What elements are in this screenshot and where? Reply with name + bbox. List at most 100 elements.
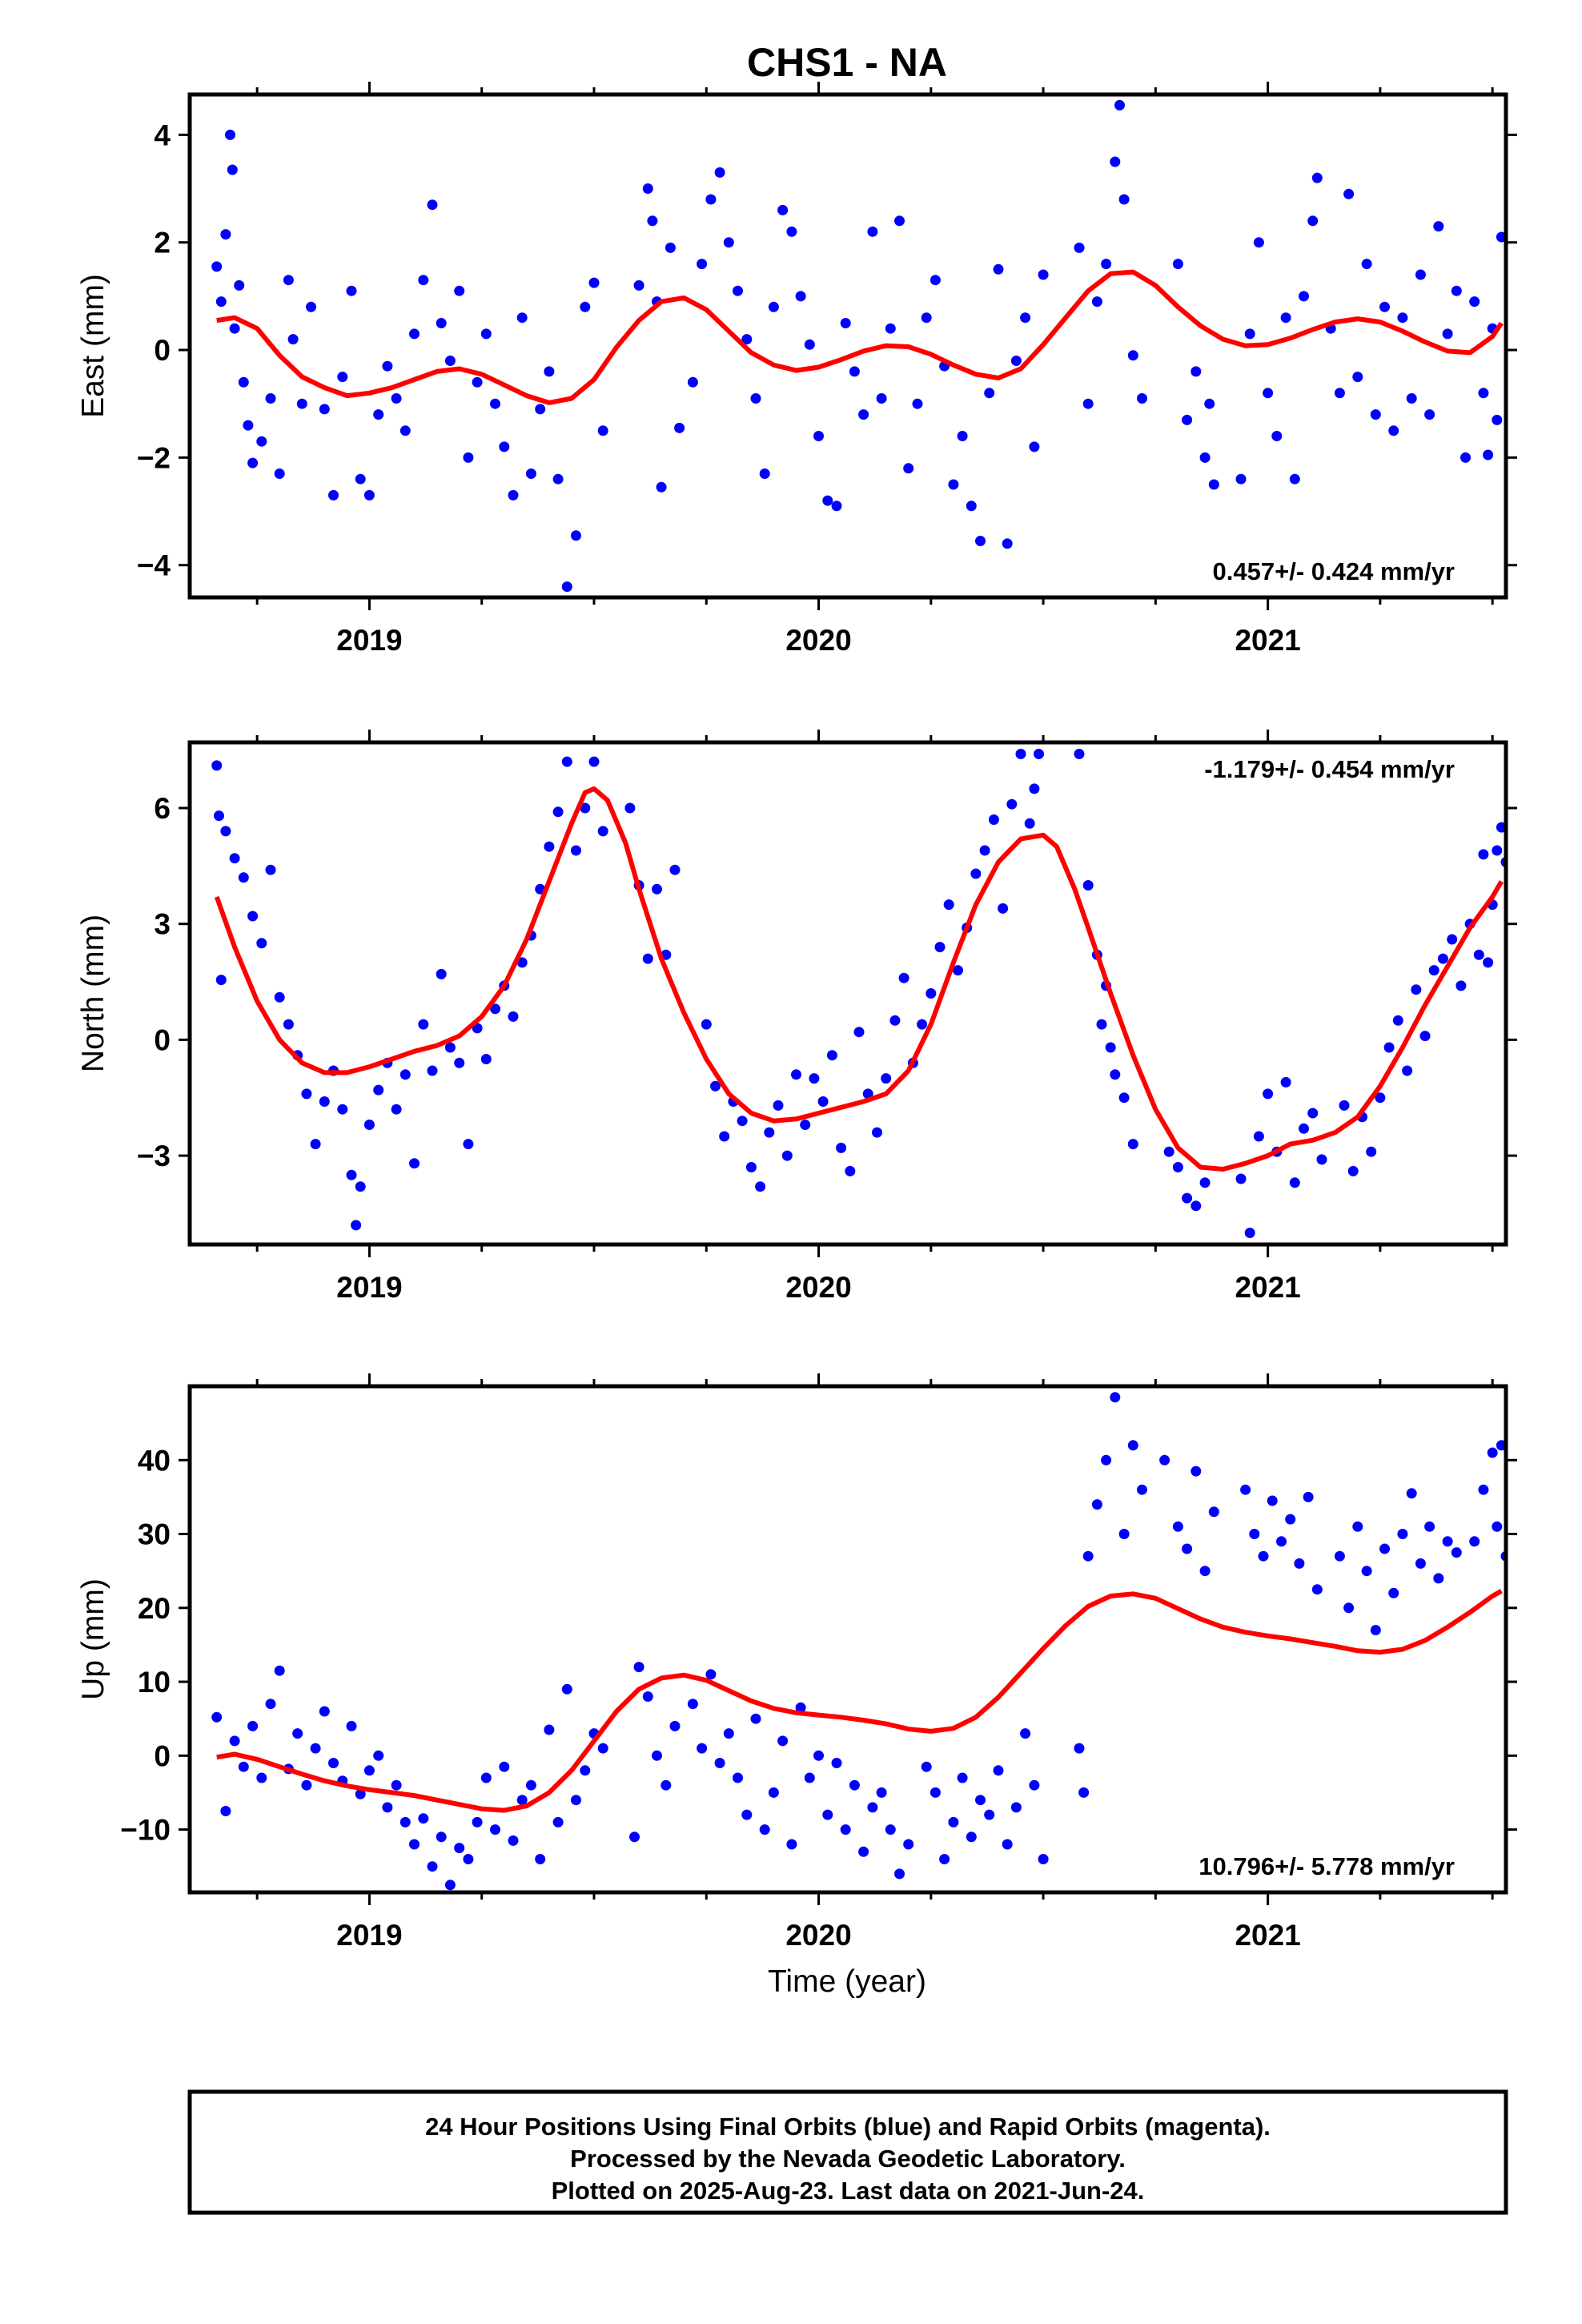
east-data-point xyxy=(1137,393,1147,404)
north-data-point xyxy=(516,957,528,968)
north-data-point xyxy=(862,1088,873,1100)
east-data-point xyxy=(993,263,1004,275)
up-data-point xyxy=(1038,1854,1049,1864)
up-data-point xyxy=(1029,1779,1040,1791)
east-panel: 2019 2020 2021 −4 −2 0 2 4 East (mm) 0.457+/- 0.4… xyxy=(76,82,1517,657)
east-data-point xyxy=(687,376,698,388)
north-data-point xyxy=(490,1003,500,1015)
north-data-point xyxy=(853,1027,865,1038)
north-data-point xyxy=(898,972,909,983)
east-data-point xyxy=(1406,393,1417,404)
north-data-point xyxy=(229,853,240,864)
up-data-point xyxy=(948,1816,959,1827)
east-data-point xyxy=(930,275,941,286)
up-data-point xyxy=(220,1806,231,1816)
up-data-point xyxy=(831,1758,842,1768)
east-ytick-label: −4 xyxy=(137,549,171,582)
up-data-point xyxy=(1101,1454,1112,1466)
north-panel: 2019 2020 2021 −3 0 3 6 North (mm) -1.179+/- 0.4… xyxy=(76,730,1517,1304)
north-data-point xyxy=(1478,849,1489,860)
north-data-point xyxy=(444,1042,456,1053)
east-data-point xyxy=(1483,449,1494,460)
east-xtick-label: 2019 xyxy=(336,624,402,657)
north-data-point xyxy=(1127,1139,1138,1150)
up-data-point xyxy=(436,1831,447,1843)
east-data-point xyxy=(588,277,600,288)
up-data-point xyxy=(319,1706,330,1717)
up-data-point xyxy=(1311,1584,1323,1595)
up-data-point xyxy=(1199,1566,1211,1577)
north-data-point xyxy=(1074,749,1085,759)
up-data-point xyxy=(733,1772,743,1783)
up-data-point xyxy=(661,1779,672,1791)
up-data-point xyxy=(804,1772,815,1783)
north-data-point xyxy=(1280,1076,1291,1088)
north-data-point xyxy=(926,988,937,999)
north-data-point xyxy=(1307,1108,1319,1119)
east-data-point xyxy=(247,457,259,468)
east-data-point xyxy=(1029,441,1040,452)
east-ytick-label: 4 xyxy=(154,119,171,151)
north-data-point xyxy=(597,826,608,837)
east-data-point xyxy=(265,393,276,404)
up-data-point xyxy=(957,1772,968,1783)
north-data-point xyxy=(1456,980,1467,991)
north-points xyxy=(211,749,1506,1238)
north-data-point xyxy=(215,975,227,986)
north-data-point xyxy=(1110,1069,1121,1080)
north-data-point xyxy=(755,1181,766,1192)
up-data-point xyxy=(508,1835,519,1846)
up-data-point xyxy=(1487,1447,1498,1458)
north-data-point xyxy=(265,864,276,875)
east-data-point xyxy=(633,279,644,291)
up-data-point xyxy=(301,1779,312,1791)
east-data-point xyxy=(1442,328,1453,340)
north-data-point xyxy=(1244,1228,1255,1238)
up-data-point xyxy=(786,1839,797,1850)
north-ytick-label: 6 xyxy=(154,792,171,825)
up-data-point xyxy=(363,1765,375,1776)
up-data-point xyxy=(966,1831,977,1843)
north-data-point xyxy=(979,845,990,856)
east-data-point xyxy=(1492,414,1503,425)
east-data-point xyxy=(984,388,995,399)
up-panel: 2019 2020 2021 −10 0 10 20 30 40 Up (mm) 10.796+/-… xyxy=(76,1373,1517,1952)
east-data-point xyxy=(966,501,977,512)
east-data-point xyxy=(454,285,465,296)
east-data-point xyxy=(858,409,869,420)
north-data-point xyxy=(669,864,681,875)
up-data-point xyxy=(1020,1728,1031,1739)
up-data-point xyxy=(597,1743,608,1754)
up-data-point xyxy=(373,1750,384,1761)
east-points xyxy=(211,99,1506,593)
up-data-point xyxy=(1172,1521,1183,1532)
north-frame xyxy=(187,740,1508,1247)
north-data-point xyxy=(781,1150,793,1161)
east-data-point xyxy=(733,285,743,296)
north-data-point xyxy=(319,1096,330,1107)
north-data-point xyxy=(791,1069,801,1080)
up-data-point xyxy=(1388,1587,1399,1598)
north-data-point xyxy=(310,1139,321,1150)
up-data-point xyxy=(418,1813,429,1824)
up-data-point xyxy=(1406,1488,1417,1499)
up-data-point xyxy=(723,1728,734,1739)
east-data-point xyxy=(885,323,896,334)
up-data-point xyxy=(292,1728,303,1739)
east-data-point xyxy=(409,328,420,340)
up-xtick-label: 2019 xyxy=(336,1919,402,1952)
up-data-point xyxy=(697,1743,708,1754)
up-data-point xyxy=(975,1795,986,1806)
east-data-point xyxy=(296,398,307,409)
up-y-axis-label: Up (mm) xyxy=(76,1578,110,1700)
east-data-point xyxy=(1082,398,1094,409)
east-data-point xyxy=(1244,328,1255,340)
north-data-point xyxy=(710,1080,721,1092)
up-data-point xyxy=(499,1761,510,1772)
north-data-point xyxy=(418,1019,429,1030)
up-data-point xyxy=(310,1743,321,1754)
up-data-point xyxy=(1074,1743,1085,1754)
up-data-point xyxy=(750,1713,761,1724)
up-data-point xyxy=(894,1868,905,1880)
